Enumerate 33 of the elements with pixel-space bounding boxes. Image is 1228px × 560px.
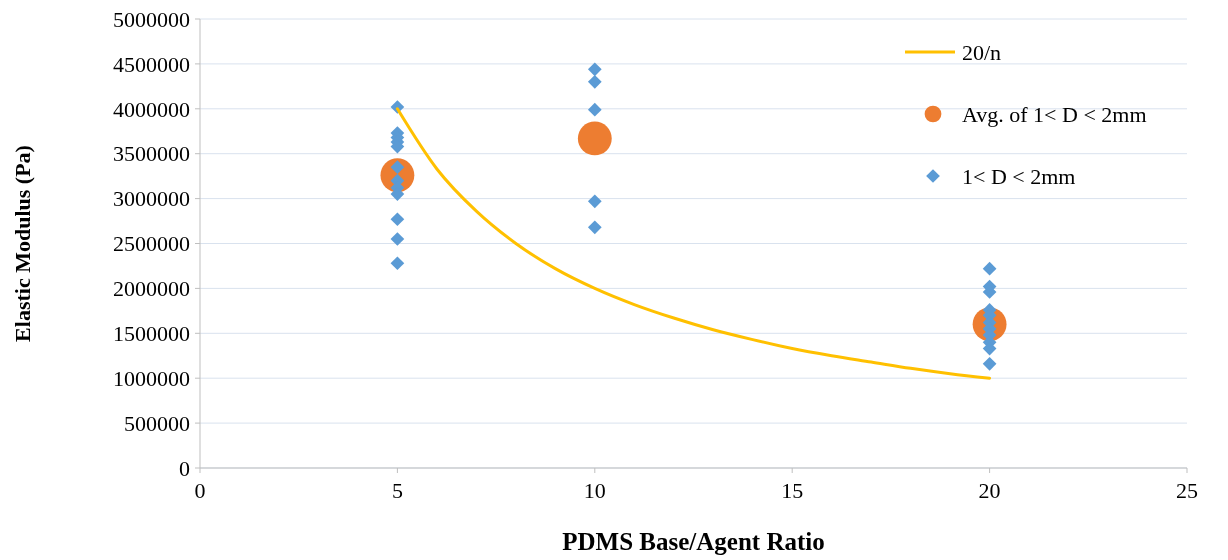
point xyxy=(587,194,602,209)
y-axis-title: Elastic Modulus (Pa) xyxy=(10,145,35,342)
point xyxy=(982,356,997,371)
point xyxy=(577,121,612,156)
y-tick-label: 3500000 xyxy=(113,141,190,167)
y-tick-label: 5000000 xyxy=(113,6,190,32)
y-tick-label: 2500000 xyxy=(113,231,190,257)
point xyxy=(587,220,602,235)
x-axis-title: PDMS Base/Agent Ratio xyxy=(562,528,825,555)
y-tick-label: 0 xyxy=(179,455,190,481)
point xyxy=(390,232,405,246)
y-tick-label: 4500000 xyxy=(113,51,190,77)
point xyxy=(587,102,602,117)
y-tick-label: 2000000 xyxy=(113,276,190,302)
y-tick-label: 4000000 xyxy=(113,96,190,122)
legend-label: 20/n xyxy=(962,39,1002,65)
x-tick-label: 10 xyxy=(583,478,606,503)
x-tick-label: 20 xyxy=(978,478,1001,503)
x-tick-label: 25 xyxy=(1176,478,1198,503)
x-tick-label: 0 xyxy=(194,478,206,503)
y-tick-label: 500000 xyxy=(124,410,190,436)
y-tick-label: 3000000 xyxy=(113,186,190,212)
x-tick-label: 15 xyxy=(781,478,804,503)
legend-label: Avg. of 1< D < 2mm xyxy=(962,101,1147,127)
point xyxy=(982,261,997,276)
y-tick-label: 1500000 xyxy=(113,321,190,346)
point xyxy=(587,62,602,77)
point xyxy=(390,256,405,271)
x-tick-label: 5 xyxy=(391,478,403,503)
point xyxy=(587,75,602,89)
legend-label: 1< D < 2mm xyxy=(962,163,1076,189)
y-tick-label: 1000000 xyxy=(113,365,190,391)
point xyxy=(390,212,405,227)
